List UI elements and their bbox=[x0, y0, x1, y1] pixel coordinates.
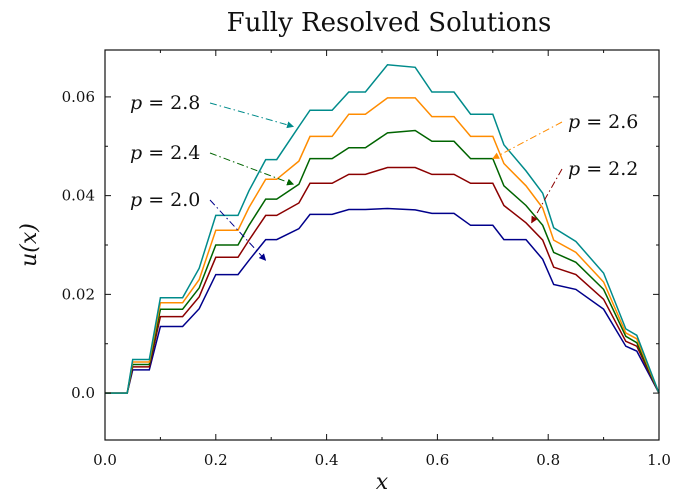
y-tick-label: 0.04 bbox=[62, 187, 95, 205]
annotations: p = 2.8 p = 2.4 p = 2.0 p = 2.6 p = 2.2 bbox=[130, 92, 638, 261]
plot-area bbox=[105, 64, 660, 394]
x-tick-label: 0.0 bbox=[93, 451, 117, 469]
annotation-label: p = 2.4 bbox=[130, 142, 200, 164]
y-axis-label: u(x) bbox=[17, 223, 42, 267]
annotation-arrow bbox=[209, 199, 267, 261]
annotation-label: p = 2.6 bbox=[568, 111, 638, 133]
annotation-arrow bbox=[209, 102, 295, 129]
series-line-3 bbox=[105, 97, 660, 394]
annotation-label: p = 2.2 bbox=[568, 158, 638, 180]
axis-ticks: 0.0 0.2 0.4 0.6 0.8 1.0 0.0 0.02 0.04 0.06 bbox=[62, 50, 671, 469]
x-tick-label: 0.6 bbox=[425, 451, 449, 469]
x-axis-label: x bbox=[376, 470, 389, 495]
series-line-1 bbox=[105, 166, 660, 394]
series-line-4 bbox=[105, 64, 660, 394]
x-tick-label: 0.4 bbox=[315, 451, 339, 469]
annotation-arrow bbox=[531, 168, 563, 224]
x-tick-label: 0.2 bbox=[204, 451, 228, 469]
annotation-arrow bbox=[492, 121, 563, 160]
x-tick-label: 0.8 bbox=[536, 451, 560, 469]
y-tick-label: 0.0 bbox=[71, 384, 95, 402]
annotation-label: p = 2.8 bbox=[130, 92, 200, 114]
x-tick-label: 1.0 bbox=[647, 451, 671, 469]
annotation-label: p = 2.0 bbox=[130, 189, 200, 211]
series-line-0 bbox=[105, 207, 660, 394]
series-line-2 bbox=[105, 129, 660, 394]
y-tick-label: 0.06 bbox=[62, 88, 95, 106]
annotation-arrow bbox=[209, 152, 295, 186]
y-tick-label: 0.02 bbox=[62, 285, 95, 303]
chart-title: Fully Resolved Solutions bbox=[227, 8, 552, 38]
